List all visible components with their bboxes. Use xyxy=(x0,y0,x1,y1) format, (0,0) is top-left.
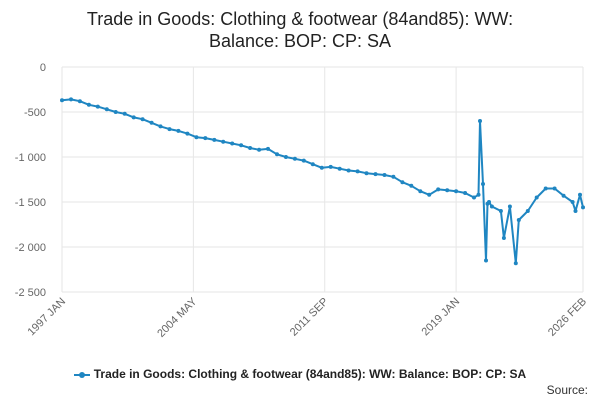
data-point[interactable] xyxy=(77,99,82,104)
data-point[interactable] xyxy=(484,258,488,263)
y-tick-label: -1 000 xyxy=(15,152,46,164)
data-point[interactable] xyxy=(478,119,482,123)
data-point[interactable] xyxy=(507,204,512,209)
x-tick-label: 2011 SEP xyxy=(288,296,331,339)
data-point[interactable] xyxy=(230,141,235,146)
data-point[interactable] xyxy=(194,135,199,140)
chart-title: Trade in Goods: Clothing & footwear (84a… xyxy=(0,8,600,52)
data-point[interactable] xyxy=(86,102,91,107)
data-point[interactable] xyxy=(400,180,405,185)
data-point[interactable] xyxy=(301,158,306,163)
data-point[interactable] xyxy=(573,209,578,213)
data-point[interactable] xyxy=(427,192,432,197)
data-point[interactable] xyxy=(570,200,575,204)
data-point[interactable] xyxy=(113,110,118,114)
data-point[interactable] xyxy=(513,261,518,266)
data-point[interactable] xyxy=(445,188,450,193)
data-point[interactable] xyxy=(534,195,539,200)
y-tick-label: 0 xyxy=(40,62,46,74)
data-point[interactable] xyxy=(104,107,109,112)
data-point[interactable] xyxy=(382,173,387,177)
data-point[interactable] xyxy=(310,162,315,167)
legend[interactable]: Trade in Goods: Clothing & footwear (84a… xyxy=(0,367,600,381)
y-axis-ticks: 0 -500 -1 000 -1 500 -2 000 -2 500 xyxy=(15,62,46,299)
data-point[interactable] xyxy=(391,174,396,179)
x-tick-label: 1997 JAN xyxy=(25,296,68,339)
data-point[interactable] xyxy=(131,115,136,120)
data-point[interactable] xyxy=(487,200,491,204)
data-point[interactable] xyxy=(516,218,521,222)
data-point[interactable] xyxy=(69,97,73,102)
data-point[interactable] xyxy=(498,209,503,213)
data-point[interactable] xyxy=(373,172,378,177)
data-point[interactable] xyxy=(158,124,163,129)
data-point[interactable] xyxy=(436,187,441,192)
data-point[interactable] xyxy=(472,195,476,200)
data-point[interactable] xyxy=(578,192,582,197)
data-point[interactable] xyxy=(266,146,270,151)
data-point[interactable] xyxy=(463,191,468,195)
data-point[interactable] xyxy=(292,156,297,161)
y-tick-label: -500 xyxy=(24,107,46,119)
data-point[interactable] xyxy=(319,165,324,170)
data-point[interactable] xyxy=(275,152,279,157)
chart-title-line-1: Trade in Goods: Clothing & footwear (84a… xyxy=(86,9,514,29)
data-point[interactable] xyxy=(489,204,494,209)
data-point[interactable] xyxy=(355,169,360,174)
x-tick-label: 2004 MAY xyxy=(155,295,200,340)
data-point[interactable] xyxy=(212,137,217,142)
data-point[interactable] xyxy=(543,186,548,191)
y-tick-label: -2 000 xyxy=(15,242,46,254)
data-point[interactable] xyxy=(561,193,566,198)
data-point[interactable] xyxy=(418,189,423,194)
data-point[interactable] xyxy=(476,192,481,197)
data-point[interactable] xyxy=(552,186,557,191)
data-point[interactable] xyxy=(203,136,208,141)
x-axis-ticks: 1997 JAN 2004 MAY 2011 SEP 2019 JAN 2026 FEB xyxy=(25,295,589,340)
data-point[interactable] xyxy=(454,189,459,194)
data-point[interactable] xyxy=(122,111,127,116)
x-tick-label: 2019 JAN xyxy=(420,296,463,339)
data-point[interactable] xyxy=(346,168,351,173)
source-label: Source: xyxy=(546,383,588,397)
series-layer xyxy=(60,97,585,266)
y-tick-label: -1 500 xyxy=(15,197,46,209)
grid-lines xyxy=(61,66,584,293)
legend-label: Trade in Goods: Clothing & footwear (84a… xyxy=(93,367,527,381)
x-tick-label: 2026 FEB xyxy=(546,296,589,339)
data-point[interactable] xyxy=(239,143,244,148)
data-point[interactable] xyxy=(185,131,190,136)
data-point[interactable] xyxy=(248,146,253,150)
legend-swatch-icon xyxy=(73,370,90,380)
data-point[interactable] xyxy=(149,120,154,125)
data-point[interactable] xyxy=(581,205,585,210)
data-point[interactable] xyxy=(501,236,506,240)
data-point[interactable] xyxy=(283,155,288,159)
data-point[interactable] xyxy=(257,147,262,152)
data-point[interactable] xyxy=(525,209,530,213)
data-point[interactable] xyxy=(337,166,342,171)
y-tick-label: -2 500 xyxy=(15,287,46,299)
data-point[interactable] xyxy=(140,117,145,122)
data-point[interactable] xyxy=(95,104,100,109)
data-point[interactable] xyxy=(328,164,333,169)
data-point[interactable] xyxy=(481,182,485,186)
chart-title-line-2: Balance: BOP: CP: SA xyxy=(208,31,392,51)
data-point[interactable] xyxy=(167,127,172,132)
data-point[interactable] xyxy=(176,128,181,133)
data-point[interactable] xyxy=(364,171,369,176)
data-point[interactable] xyxy=(221,139,226,144)
data-point[interactable] xyxy=(60,98,64,103)
data-point[interactable] xyxy=(409,183,414,188)
